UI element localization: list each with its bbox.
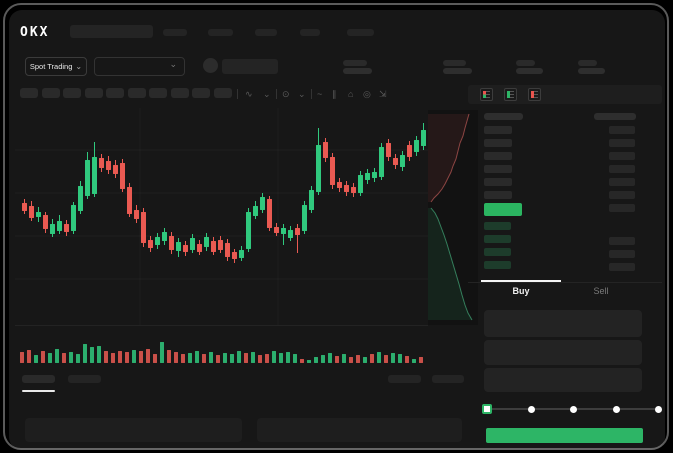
stat-value-placeholder	[516, 68, 543, 74]
search-input[interactable]	[70, 25, 153, 38]
ask-amount-placeholder[interactable]	[609, 139, 635, 147]
open-orders-panel-placeholder	[25, 418, 242, 442]
stat-label-placeholder	[443, 60, 466, 66]
nav-item-placeholder[interactable]	[255, 29, 277, 36]
pane-divider	[15, 325, 428, 326]
orderbook-trade-panel: Buy Sell	[468, 85, 662, 443]
ask-price-placeholder[interactable]	[484, 152, 512, 160]
interval-button-placeholder[interactable]	[106, 88, 124, 98]
bid-amount-placeholder[interactable]	[609, 263, 635, 271]
camera-icon[interactable]: ⌂	[348, 89, 354, 99]
stat-label-placeholder	[578, 60, 597, 66]
toolbar-divider	[311, 89, 312, 99]
bottom-action-placeholder[interactable]	[388, 375, 421, 383]
orderbook-col-header-placeholder	[594, 113, 636, 120]
depth-chart[interactable]	[428, 108, 478, 325]
stat-value-placeholder	[343, 68, 372, 74]
buy-button[interactable]	[486, 428, 643, 443]
chevron-down-icon[interactable]: ⌄	[263, 89, 271, 99]
slider-step-dot[interactable]	[612, 405, 620, 413]
bid-amount-placeholder[interactable]	[609, 250, 635, 258]
ask-amount-placeholder[interactable]	[609, 178, 635, 186]
orderbook-combined-icon[interactable]	[480, 88, 493, 101]
coin-avatar[interactable]	[203, 58, 218, 73]
app-window: OKX Spot Trading ⌄ ⌄ ∿ ⌄ ⊙ ⌄	[9, 10, 665, 450]
indicator-icon[interactable]: ⊙	[282, 89, 290, 99]
ask-amount-placeholder[interactable]	[609, 165, 635, 173]
total-input[interactable]	[484, 368, 642, 392]
bid-price-placeholder[interactable]	[484, 248, 511, 256]
stat-value-placeholder	[443, 68, 472, 74]
orderbook-col-header-placeholder	[484, 113, 523, 120]
stat-value-placeholder	[578, 68, 605, 74]
ask-price-placeholder[interactable]	[484, 126, 512, 134]
nav-item-placeholder[interactable]	[347, 29, 374, 36]
stat-label-placeholder	[516, 60, 535, 66]
price-input[interactable]	[484, 310, 642, 337]
slider-handle[interactable]	[482, 404, 492, 414]
ask-price-placeholder[interactable]	[484, 178, 512, 186]
bottom-tab-active-placeholder[interactable]	[22, 375, 55, 383]
chevron-down-icon: ⌄	[169, 59, 177, 69]
fullscreen-icon[interactable]: ⇲	[379, 89, 387, 99]
interval-button-placeholder[interactable]	[63, 88, 81, 98]
amount-slider[interactable]	[482, 402, 662, 416]
interval-button-placeholder[interactable]	[149, 88, 167, 98]
interval-button-placeholder[interactable]	[20, 88, 38, 98]
target-icon[interactable]: ◎	[363, 89, 371, 99]
slider-step-dot[interactable]	[527, 405, 535, 413]
interval-button-placeholder[interactable]	[213, 88, 232, 98]
pair-name-placeholder	[222, 59, 278, 74]
last-price-badge[interactable]	[484, 203, 522, 216]
bid-price-placeholder[interactable]	[484, 261, 511, 269]
volume-chart[interactable]	[15, 326, 428, 367]
amount-input[interactable]	[484, 340, 642, 365]
bottom-action-placeholder[interactable]	[432, 375, 464, 383]
slider-step-dot[interactable]	[655, 405, 662, 413]
trading-mode-dropdown[interactable]: Spot Trading ⌄	[25, 57, 87, 76]
nav-item-placeholder[interactable]	[208, 29, 233, 36]
line-style-icon[interactable]: ∿	[245, 89, 253, 99]
ask-amount-placeholder[interactable]	[609, 126, 635, 134]
nav-item-placeholder[interactable]	[163, 29, 187, 36]
toolbar-divider	[237, 89, 238, 99]
drawing-tools-icon[interactable]: ∥	[332, 89, 337, 99]
bid-price-placeholder[interactable]	[484, 222, 511, 230]
orderbook-bids-icon[interactable]	[504, 88, 517, 101]
ask-amount-placeholder[interactable]	[609, 204, 635, 212]
chevron-down-icon: ⌄	[75, 61, 83, 71]
order-history-panel-placeholder	[257, 418, 462, 442]
active-tab-underline	[22, 390, 55, 392]
pair-selector-dropdown[interactable]: ⌄	[94, 57, 185, 76]
tabs-divider	[468, 282, 662, 283]
interval-button-placeholder[interactable]	[127, 88, 146, 98]
ask-price-placeholder[interactable]	[484, 139, 512, 147]
okx-logo: OKX	[20, 25, 50, 40]
ask-amount-placeholder[interactable]	[609, 191, 635, 199]
chevron-down-icon[interactable]: ⌄	[298, 89, 306, 99]
ask-amount-placeholder[interactable]	[609, 152, 635, 160]
stat-label-placeholder	[343, 60, 367, 66]
ask-price-placeholder[interactable]	[484, 191, 512, 199]
tab-buy[interactable]: Buy	[512, 286, 530, 296]
orderbook-toolbar	[468, 85, 662, 104]
ask-price-placeholder[interactable]	[484, 165, 512, 173]
candlestick-chart[interactable]	[15, 108, 428, 325]
buy-tab-indicator	[481, 280, 561, 282]
interval-button-placeholder[interactable]	[84, 88, 103, 98]
bottom-tab-placeholder[interactable]	[68, 375, 101, 383]
curve-icon[interactable]: ~	[317, 89, 323, 99]
orderbook-asks-icon[interactable]	[528, 88, 541, 101]
trading-mode-label: Spot Trading	[29, 62, 73, 71]
interval-button-placeholder[interactable]	[170, 88, 189, 98]
bid-amount-placeholder[interactable]	[609, 237, 635, 245]
interval-button-placeholder[interactable]	[41, 88, 60, 98]
tab-sell[interactable]: Sell	[593, 286, 609, 296]
nav-item-placeholder[interactable]	[300, 29, 320, 36]
bid-price-placeholder[interactable]	[484, 235, 511, 243]
slider-step-dot[interactable]	[570, 405, 577, 413]
toolbar-divider	[276, 89, 277, 99]
interval-button-placeholder[interactable]	[192, 88, 210, 98]
